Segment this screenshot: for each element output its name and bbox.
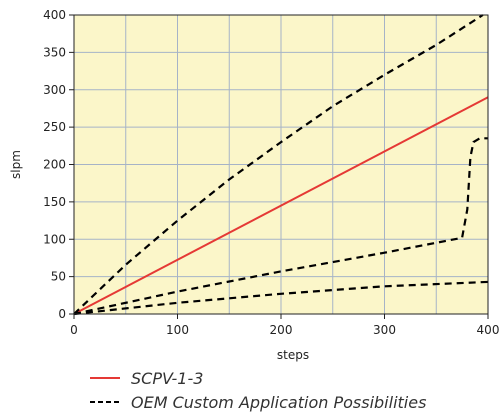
y-tick-label: 400 <box>43 8 66 22</box>
series-layer <box>73 14 489 316</box>
x-tick-label: 400 <box>477 323 500 337</box>
series-line-1 <box>73 96 489 315</box>
ticks: 0 100 200 300 400 0 50 100 150 200 250 300 350 400 <box>43 8 499 337</box>
y-tick-label: 350 <box>43 45 66 59</box>
y-tick-label: 250 <box>43 120 66 134</box>
series-line-3 <box>73 137 488 316</box>
x-tick-label: 300 <box>373 323 396 337</box>
legend-label-dashed: OEM Custom Application Possibilities <box>131 393 426 412</box>
y-tick-label: 50 <box>51 270 66 284</box>
series-line-2 <box>73 14 484 315</box>
y-tick-label: 300 <box>43 83 66 97</box>
legend: SCPV-1-3 OEM Custom Application Possibil… <box>90 369 426 412</box>
legend-label-solid: SCPV-1-3 <box>131 369 203 388</box>
y-tick-label: 0 <box>58 307 66 321</box>
x-tick-label: 200 <box>270 323 293 337</box>
x-axis-title: steps <box>277 348 309 362</box>
y-tick-label: 100 <box>43 232 66 246</box>
series-line-4 <box>73 280 489 316</box>
y-tick-label: 200 <box>43 158 66 172</box>
x-tick-label: 0 <box>70 323 78 337</box>
y-tick-label: 150 <box>43 195 66 209</box>
y-axis-title: slpm <box>9 150 23 179</box>
grid <box>74 15 488 314</box>
x-tick-label: 100 <box>166 323 189 337</box>
